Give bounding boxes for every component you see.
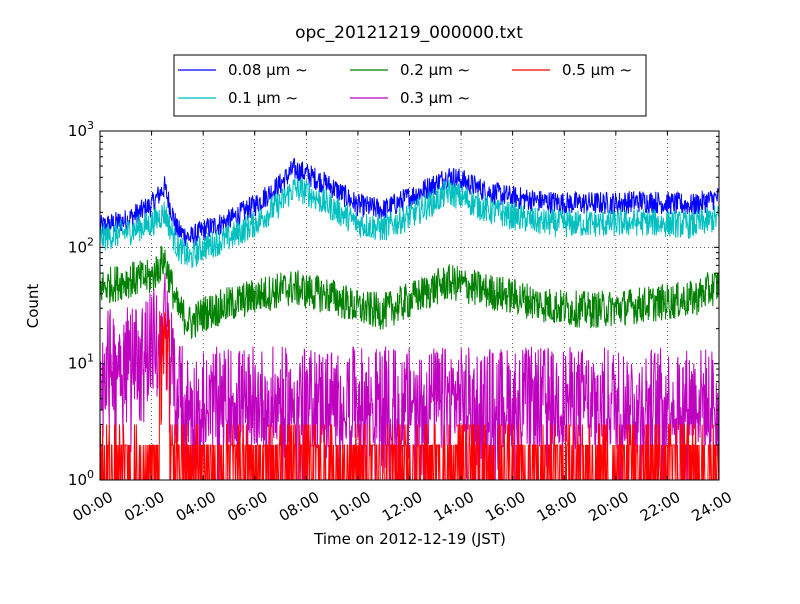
y-axis-label: Count (24, 284, 42, 329)
x-tick-label: 08:00 (276, 488, 322, 525)
series-line-0.1 (100, 176, 719, 269)
legend-label: 0.5 μm ∼ (562, 61, 632, 79)
y-tick-label: 102 (68, 235, 94, 256)
x-tick-label: 14:00 (431, 488, 477, 525)
y-tick-label: 101 (68, 352, 94, 373)
legend-label: 0.2 μm ∼ (400, 61, 470, 79)
legend-label: 0.08 μm ∼ (228, 61, 308, 79)
x-tick-label: 06:00 (224, 488, 270, 525)
x-tick-label: 00:00 (70, 488, 116, 525)
x-tick-label: 22:00 (637, 488, 683, 525)
x-tick-label: 12:00 (379, 488, 425, 525)
x-axis-label: Time on 2012-12-19 (JST) (313, 530, 506, 548)
x-tick-label: 16:00 (482, 488, 528, 525)
x-tick-label: 10:00 (327, 488, 373, 525)
series-line-0.5 (100, 311, 719, 480)
x-tick-label: 24:00 (689, 488, 735, 525)
chart-title: opc_20121219_000000.txt (295, 23, 523, 43)
series-lines (100, 157, 719, 480)
axis-ticks (99, 130, 720, 481)
y-tick-label: 100 (68, 468, 94, 489)
x-tick-labels: 00:00 02:00 04:00 06:00 08:00 10:00 12:00 14:00… (70, 488, 735, 525)
legend: 0.08 μm ∼ 0.1 μm ∼ 0.2 μm ∼ 0.3 μm ∼ 0.5 μm … (173, 54, 647, 117)
y-tick-label: 103 (68, 119, 94, 140)
legend-label: 0.3 μm ∼ (400, 89, 470, 107)
x-tick-label: 20:00 (585, 488, 631, 525)
x-tick-label: 18:00 (534, 488, 580, 525)
x-tick-label: 02:00 (121, 488, 167, 525)
series-line-0.3 (100, 272, 719, 480)
series-line-0.2 (100, 246, 719, 340)
legend-box (173, 54, 647, 117)
x-tick-label: 04:00 (173, 488, 219, 525)
legend-label: 0.1 μm ∼ (228, 89, 298, 107)
y-tick-labels: 100 101 102 103 (68, 119, 94, 489)
